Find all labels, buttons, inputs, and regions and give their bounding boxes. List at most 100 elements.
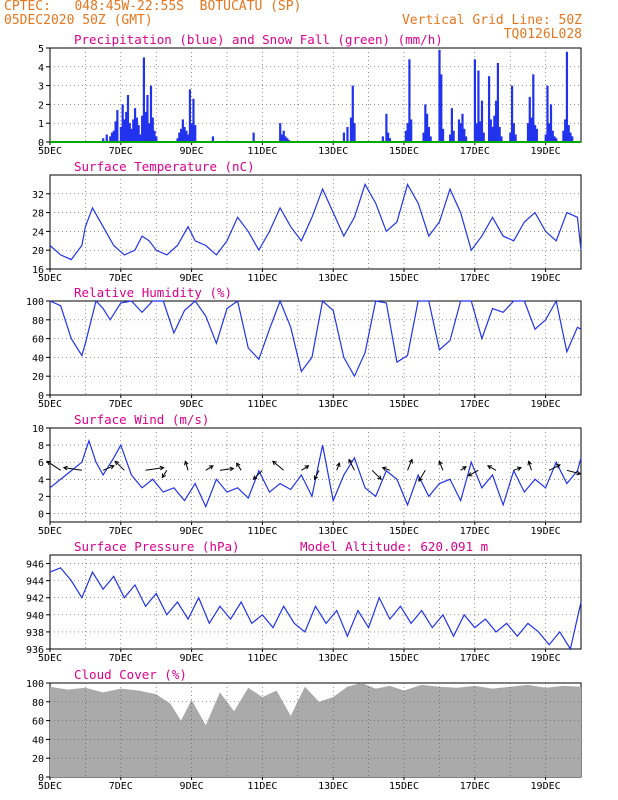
x-tick-label: 7DEC: [109, 273, 133, 284]
wind-arrow: [253, 469, 263, 480]
precip-bar: [487, 76, 491, 142]
y-tick-label: 4: [38, 63, 44, 74]
x-tick-label: 7DEC: [109, 653, 133, 664]
x-tick-label: 9DEC: [180, 781, 204, 792]
wind-arrow-head: [467, 472, 473, 477]
y-tick-label: 16: [32, 265, 44, 276]
precip-bar: [123, 119, 126, 142]
x-tick-label: 17DEC: [460, 781, 490, 792]
precip-bar: [280, 134, 284, 142]
x-tick-label: 9DEC: [180, 399, 204, 410]
precip-bar: [473, 59, 476, 142]
wind-arrow: [438, 461, 444, 471]
x-tick-label: 13DEC: [318, 526, 348, 537]
x-tick-label: 7DEC: [109, 781, 133, 792]
panel-frame: [49, 427, 582, 523]
header: CPTEC: 048:45W-22:55S BOTUCATU (SP) 05DE…: [0, 0, 618, 50]
cloud-area: [50, 683, 581, 777]
precip-bar: [410, 119, 413, 142]
wind-arrow-head: [313, 475, 319, 481]
x-tick-label: 15DEC: [389, 526, 419, 537]
y-tick-label: 0: [38, 509, 44, 520]
y-tick-label: 28: [32, 209, 44, 220]
panel-frame: [49, 300, 582, 396]
precip-bar: [144, 111, 147, 142]
precip-bar: [252, 132, 255, 142]
precip-bar: [211, 136, 215, 142]
wind-arrow: [314, 470, 320, 480]
precip-bar: [496, 63, 500, 142]
y-tick-label: 3: [38, 82, 44, 93]
x-tick-label: 15DEC: [389, 273, 419, 284]
y-tick-label: 1: [38, 119, 44, 130]
wind-arrow: [548, 464, 561, 471]
precip-bar: [491, 126, 494, 142]
x-tick-label: 13DEC: [318, 653, 348, 664]
panel-title: Surface Pressure (hPa): [74, 539, 240, 554]
y-tick-label: 60: [32, 335, 44, 346]
precip-bar: [194, 125, 197, 142]
y-tick-label: 40: [32, 353, 44, 364]
y-tick-label: 940: [26, 611, 44, 622]
y-tick-label: 944: [26, 577, 44, 588]
y-tick-label: 936: [26, 645, 44, 656]
wind-arrow: [145, 467, 164, 471]
y-tick-label: 32: [32, 190, 44, 201]
precip-bar: [102, 138, 105, 142]
x-tick-label: 11DEC: [247, 653, 277, 664]
precip-bar: [464, 136, 468, 142]
precip-bar: [109, 136, 112, 142]
wind-arrow-head: [438, 460, 443, 466]
precip-bar: [284, 136, 287, 142]
precip-bar: [498, 126, 501, 142]
x-tick-label: 19DEC: [531, 273, 561, 284]
precip-bar: [457, 119, 461, 142]
precip-bar: [548, 123, 551, 142]
y-tick-label: 100: [26, 297, 44, 308]
precip-bar: [176, 138, 179, 142]
precip-bar: [533, 125, 537, 142]
precip-bar: [286, 138, 289, 142]
wind-arrow-head: [576, 470, 582, 476]
precip-bar: [422, 132, 425, 142]
y-tick-label: 0: [38, 138, 44, 149]
panel-frame: [49, 554, 582, 650]
x-tick-label: 11DEC: [247, 781, 277, 792]
x-tick-label: 17DEC: [460, 526, 490, 537]
precip-bar: [181, 119, 184, 142]
precip-bar: [424, 104, 427, 142]
x-tick-label: 5DEC: [38, 653, 62, 664]
y-tick-label: 100: [26, 679, 44, 690]
x-tick-label: 5DEC: [38, 399, 62, 410]
wind-arrow: [407, 459, 413, 471]
y-tick-label: 946: [26, 560, 44, 571]
panel-temp: 16 20 24 28 32 5DEC 7DEC 9DEC 11DEC 13DEC 15DEC 17D…: [32, 159, 582, 284]
wind-arrow: [301, 465, 309, 471]
precip-bar: [151, 117, 154, 142]
x-tick-label: 17DEC: [460, 399, 490, 410]
precip-bar: [528, 96, 531, 142]
precip-bar: [125, 111, 128, 142]
y-tick-label: 5: [38, 44, 44, 55]
precip-bar: [146, 95, 149, 142]
precip-bar: [387, 132, 390, 142]
wind-arrow-head: [516, 466, 522, 471]
x-tick-label: 17DEC: [460, 146, 490, 157]
precip-bar: [567, 125, 570, 142]
x-tick-label: 5DEC: [38, 146, 62, 157]
wind-arrow: [161, 470, 168, 478]
precip-bar: [500, 136, 503, 142]
precip-bar: [526, 123, 530, 142]
precip-bar: [351, 85, 354, 142]
wind-arrow-head: [236, 462, 241, 468]
precip-bar: [427, 126, 430, 142]
panel-title: Relative Humidity (%): [74, 285, 232, 300]
series-line: [49, 567, 582, 651]
wind-arrow-head: [46, 460, 52, 466]
precip-bar: [477, 70, 480, 142]
wind-arrow: [336, 462, 340, 471]
precip-bar: [480, 100, 484, 142]
wind-arrow-head: [336, 462, 341, 468]
precip-bar: [110, 132, 114, 142]
precip-bar: [553, 136, 556, 142]
